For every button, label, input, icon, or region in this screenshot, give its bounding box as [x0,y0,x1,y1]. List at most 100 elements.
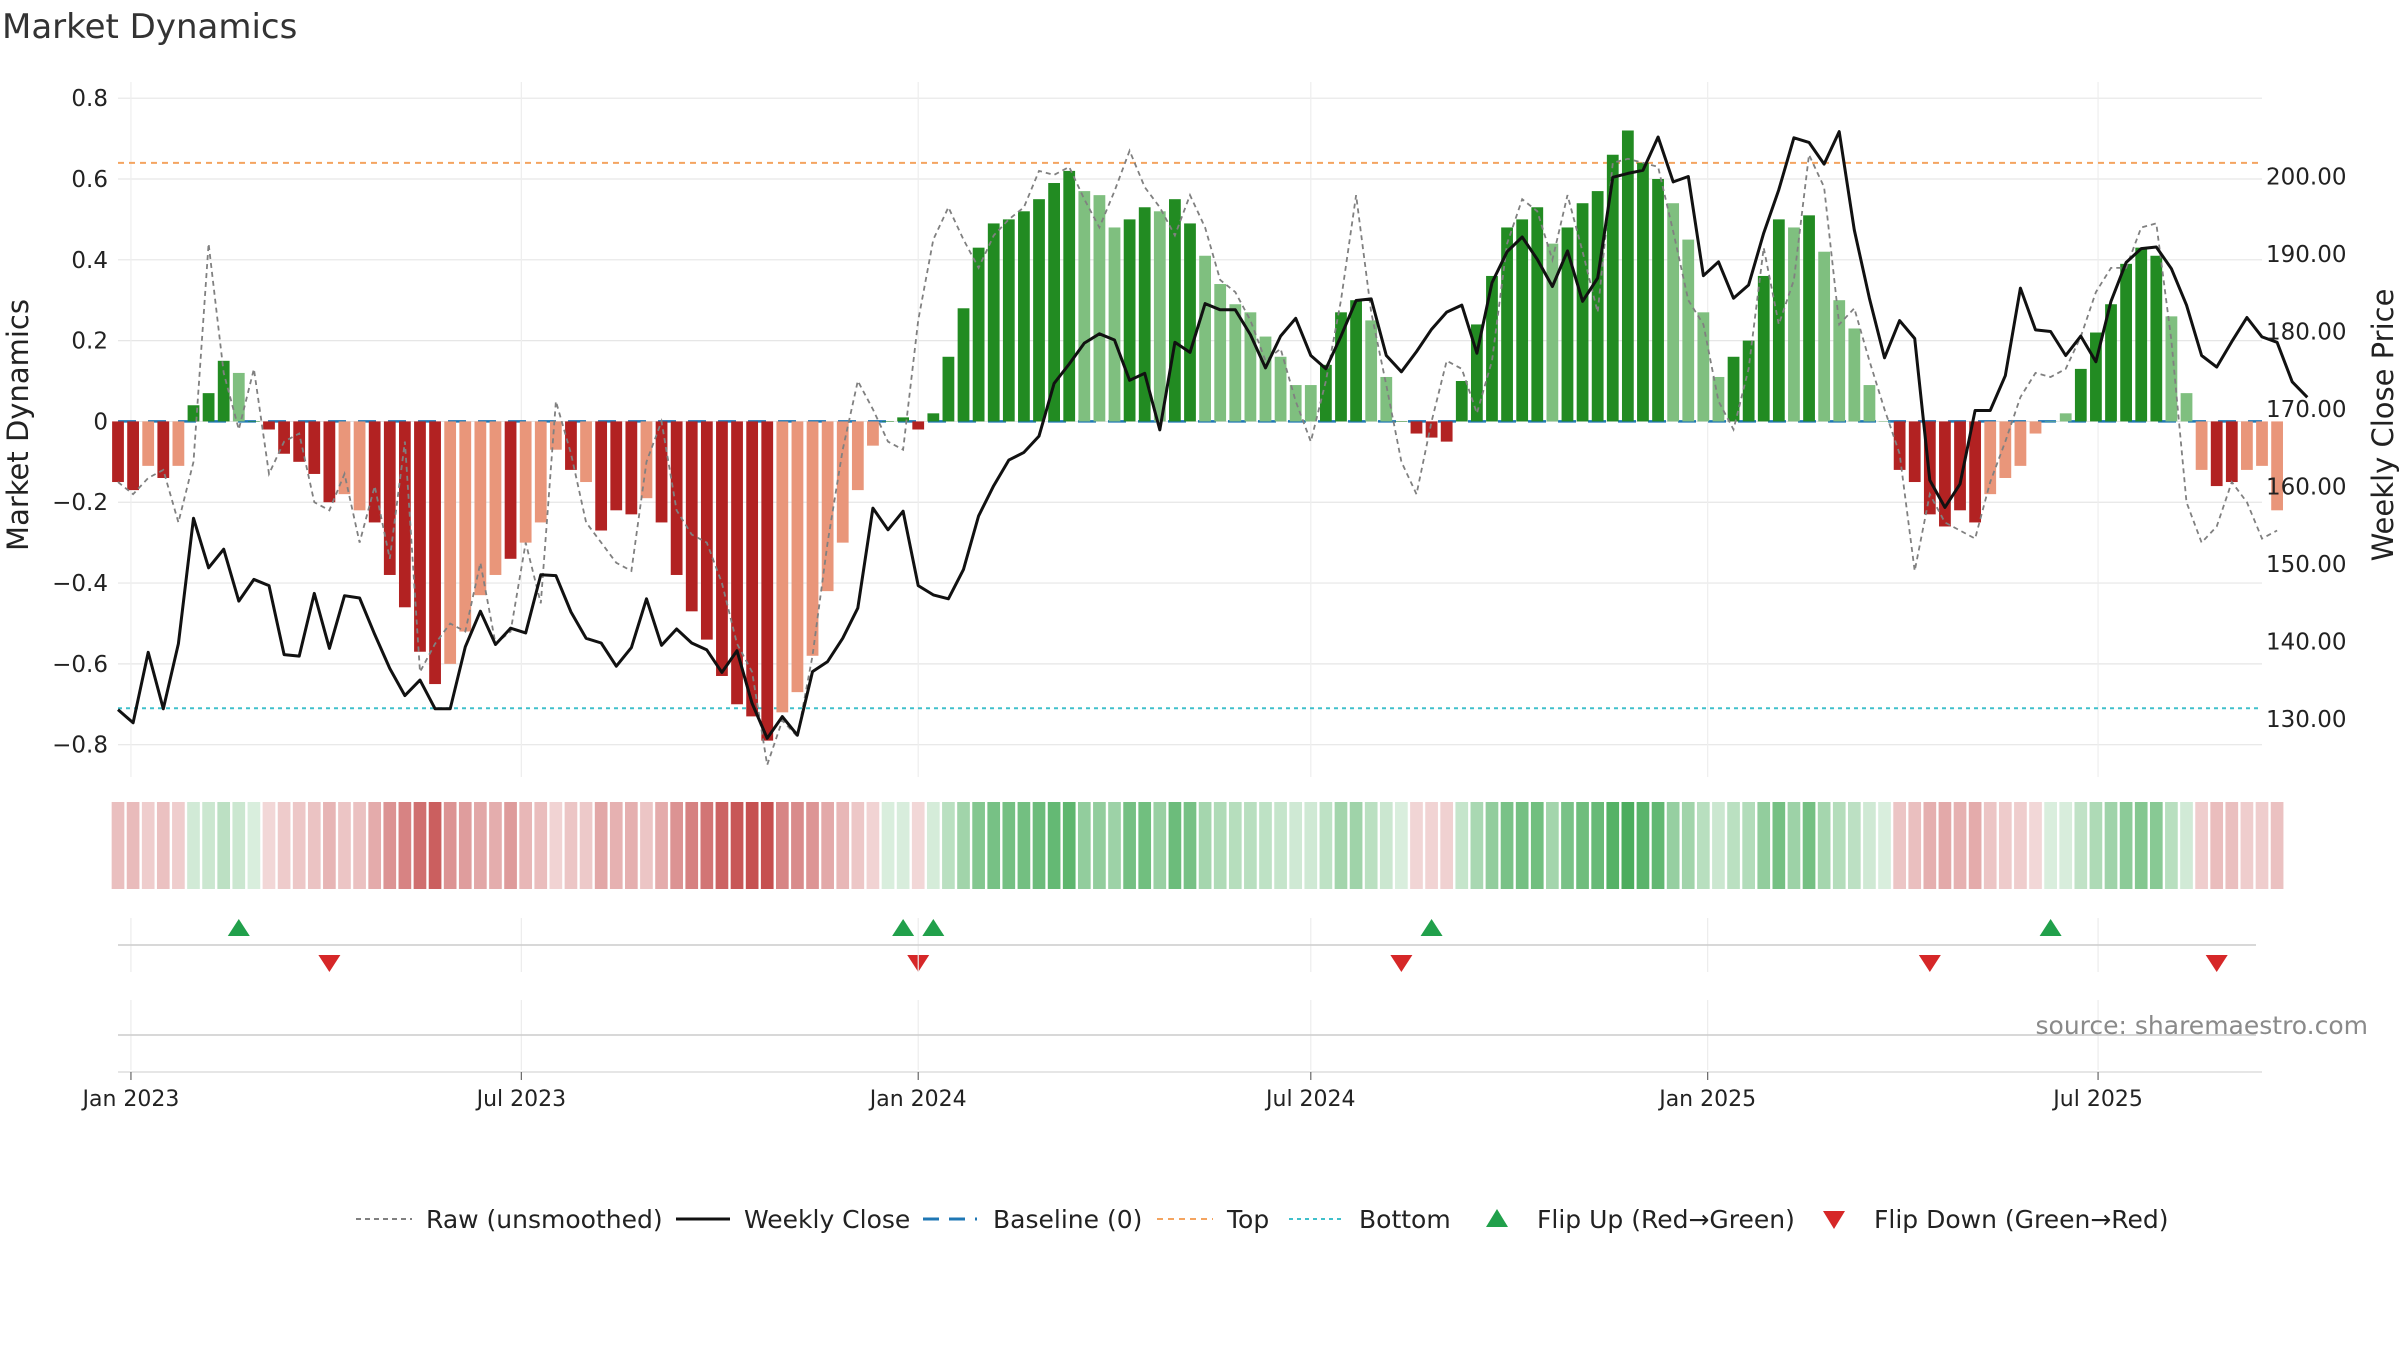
strip-cell [202,802,215,889]
md-bar [580,421,592,483]
strip-cell [1274,802,1287,889]
md-bar [142,421,155,466]
md-bar [1939,421,1951,527]
strip-cell [594,802,608,889]
strip-cell [247,802,261,889]
strip-cell [730,802,744,889]
strip-cell [443,802,457,889]
strip-cell [1847,802,1861,889]
md-bar [685,421,698,612]
strip-cell [866,802,880,889]
strip-cell [1168,802,1182,889]
strip-cell [1032,802,1046,889]
md-bar [1682,239,1695,422]
strip-cell [1651,802,1665,889]
strip-cell [262,802,276,889]
strip-cell [1410,802,1423,889]
md-bar [1576,203,1589,422]
md-bar [1138,207,1151,422]
strip-cell [2270,802,2284,889]
md-bar [2241,421,2253,470]
strip-cell [1002,802,1016,889]
strip-cell [2240,802,2254,889]
md-bar [2014,421,2027,466]
md-bar [1833,300,1846,422]
strip-cell [1228,802,1242,889]
strip-cell [232,802,246,889]
y-tick-label: 0 [93,409,108,435]
md-bar [1304,385,1317,422]
md-bar [1244,312,1257,422]
md-bar [1757,275,1770,422]
x-axis-ticks: Jan 2023 Jul 2023 Jan 2024 Jul 2024 Jan 2025… [80,1072,2143,1112]
strip-cell [1062,802,1076,889]
strip-cell [625,802,638,889]
md-bar [534,421,547,523]
md-bar [867,421,879,446]
strip-cell [1666,802,1680,889]
strip-cell [1938,802,1952,889]
md-bar [1486,275,1498,422]
strip-cell [2014,802,2027,889]
strip-cell [156,802,170,889]
strip-cell [1923,802,1937,889]
md-bar [1063,170,1076,422]
md-bar [1908,421,1921,483]
md-bar [519,421,532,543]
md-bar [278,421,290,454]
md-bar [776,421,789,713]
md-bar [1848,328,1861,422]
md-bar [2044,421,2057,422]
md-bar [1078,191,1091,422]
md-bar [746,421,759,717]
md-bar [2225,421,2238,483]
md-bar [1531,207,1544,422]
md-bar [308,421,321,474]
strip-cell [1259,802,1272,889]
md-bar [987,223,1000,422]
strip-cell [2089,802,2103,889]
md-bar [414,421,426,652]
strip-cell [383,802,397,889]
strip-cell [1395,802,1408,889]
strip-cell [1606,802,1620,889]
strip-cell [942,802,955,889]
flip-up-marker [922,919,945,936]
md-bar [323,421,336,503]
y-tick-label: −0.6 [52,652,108,678]
strip-cell [1319,802,1333,889]
strip-cell [2059,802,2073,889]
strip-cell [307,802,321,889]
strip-cell [1998,802,2012,889]
x-tick-label: Jan 2025 [1657,1087,1756,1112]
strip-cell [2225,802,2239,889]
strip-cell [685,802,699,889]
y-tick-label: −0.8 [52,733,108,759]
strip-cell [564,802,578,889]
close-series [117,130,2309,740]
md-bar [1108,227,1121,422]
md-bar [1561,227,1574,422]
strip-cell [1697,802,1710,889]
strip-cell [957,802,970,889]
strip-cell [1878,802,1891,889]
md-bar [172,421,185,466]
strip-cell [1802,802,1816,889]
strip-cell [217,802,231,889]
strip-cell [987,802,1001,889]
strip-cell [1530,802,1544,889]
md-bar [1350,300,1362,422]
strip-cell [926,802,940,889]
md-bar [2120,263,2133,422]
y2-axis-label: Weekly Close Price [2366,289,2400,562]
strip-cell [1244,802,1257,889]
md-bar [2150,255,2163,422]
strip-cell [2029,802,2042,889]
md-bar [2271,421,2283,511]
md-bar [1652,178,1664,422]
md-bar [398,421,411,608]
md-bar [127,421,139,491]
md-bar [202,393,215,422]
